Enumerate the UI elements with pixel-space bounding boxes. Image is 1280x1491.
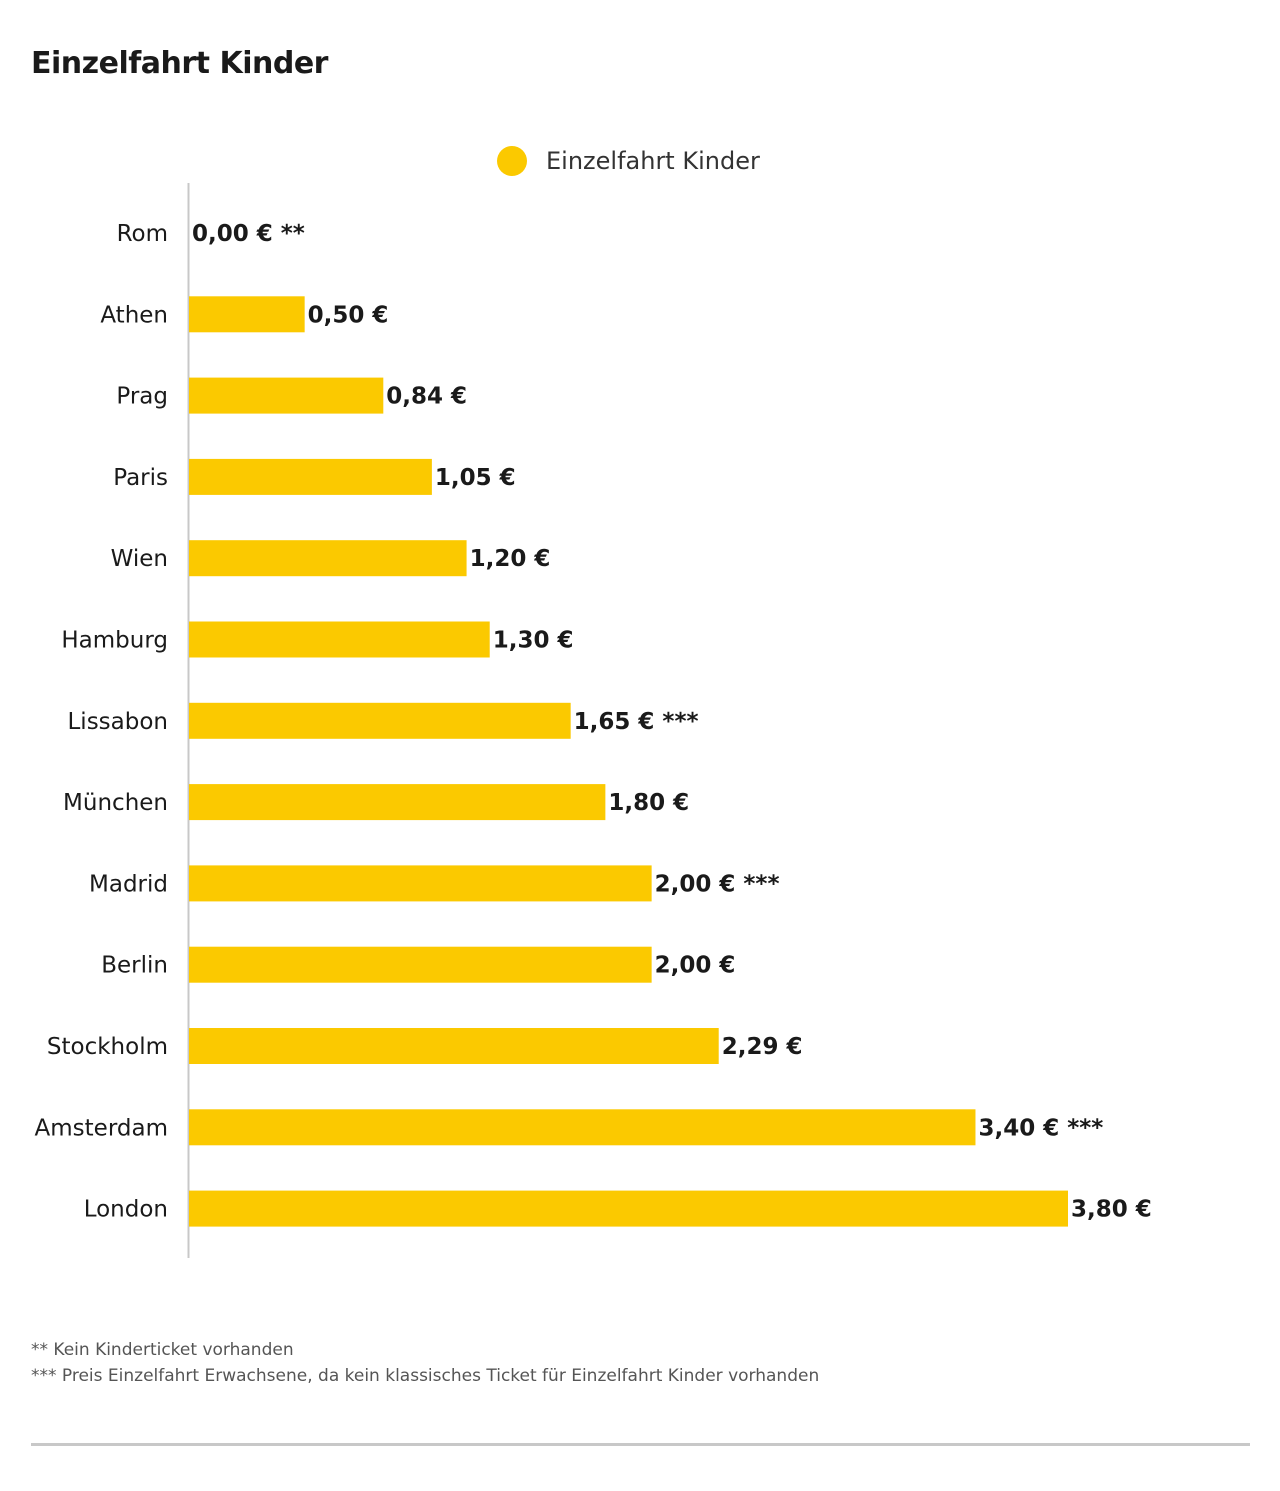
bar (189, 1028, 719, 1064)
legend-swatch-icon (497, 146, 527, 176)
bar (189, 296, 305, 333)
data-label: 3,80 € (1071, 1197, 1152, 1223)
data-label: 2,00 € *** (655, 871, 780, 897)
data-label: 1,65 € *** (574, 709, 699, 735)
bar (189, 865, 652, 902)
footnote-triple-asterisk: *** Preis Einzelfahrt Erwachsene, da kei… (31, 1366, 820, 1386)
data-label: 3,40 € *** (978, 1115, 1103, 1141)
data-label: 0,00 € ** (192, 221, 305, 247)
bar (189, 946, 652, 983)
bar (189, 702, 571, 739)
data-label: 2,00 € (655, 953, 736, 979)
category-label: Wien (111, 546, 168, 572)
bar (189, 458, 432, 495)
bar (189, 540, 467, 577)
legend-label: Einzelfahrt Kinder (546, 147, 760, 175)
category-label: Stockholm (47, 1034, 168, 1060)
category-label: Paris (113, 465, 168, 491)
bar-chart: Rom 0,00 € ** Athen 0,50 € Prag 0,84 € Paris 1,… (35, 183, 1152, 1258)
bar (189, 377, 384, 414)
chart-title: Einzelfahrt Kinder (31, 46, 328, 81)
legend: Einzelfahrt Kinder (497, 146, 760, 176)
footnote-double-asterisk: ** Kein Kinderticket vorhanden (31, 1340, 294, 1360)
bar (189, 784, 606, 821)
category-label: Lissabon (67, 709, 168, 735)
category-label: Rom (117, 221, 168, 247)
data-label: 1,80 € (608, 790, 689, 816)
category-label: London (84, 1197, 168, 1223)
category-label: Berlin (101, 953, 168, 979)
data-label: 1,05 € (435, 465, 516, 491)
data-label: 0,84 € (386, 384, 467, 410)
data-label: 2,29 € (722, 1034, 803, 1060)
category-label: Madrid (89, 871, 168, 897)
category-label: Amsterdam (35, 1115, 168, 1141)
bottom-divider (31, 1443, 1250, 1446)
bar (189, 621, 490, 658)
category-label: Prag (116, 384, 168, 410)
data-label: 1,20 € (470, 546, 551, 572)
category-label: Hamburg (61, 628, 168, 654)
bar (189, 1109, 976, 1146)
bar (189, 1190, 1068, 1227)
data-label: 0,50 € (308, 302, 389, 328)
category-label: Athen (100, 302, 168, 328)
data-label: 1,30 € (493, 628, 574, 654)
footnotes: ** Kein Kinderticket vorhanden *** Preis… (31, 1337, 819, 1389)
category-label: München (63, 790, 168, 816)
